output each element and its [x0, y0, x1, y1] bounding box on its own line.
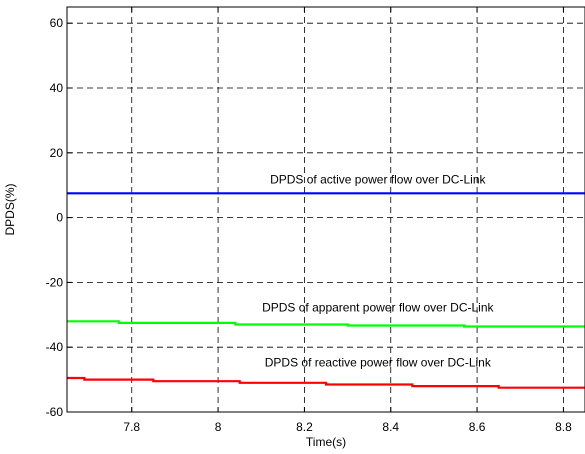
y-tick-label: -40 — [46, 340, 64, 354]
y-tick-label: 0 — [56, 211, 63, 225]
series-line-1 — [67, 320, 585, 328]
y-tick-label: 60 — [50, 16, 64, 30]
tick-layer: 7.8 8 8.2 8.4 8.6 8.8 -60 -40 -20 0 20 40 60 — [46, 7, 572, 434]
series-line-2 — [67, 376, 585, 389]
x-axis-label: Time(s) — [306, 435, 346, 449]
x-tick-label: 8 — [215, 420, 222, 434]
y-tick-label: -60 — [46, 405, 64, 419]
grid-layer — [67, 7, 585, 413]
y-tick-label: 40 — [50, 81, 64, 95]
annotation-2: DPDS of reactive power flow over DC-Link — [265, 356, 492, 370]
x-tick-label: 8.2 — [296, 420, 313, 434]
x-tick-label: 8.8 — [555, 420, 572, 434]
series-layer — [67, 192, 585, 389]
annotation-0: DPDS of active power flow over DC-Link — [270, 173, 486, 187]
y-tick-label: -20 — [46, 275, 64, 289]
x-tick-label: 8.6 — [469, 420, 486, 434]
annotation-layer: DPDS of active power flow over DC-Link DP… — [262, 173, 494, 370]
plot-frame — [66, 6, 585, 413]
y-tick-label: 20 — [50, 146, 64, 160]
y-axis-label: DPDS(%) — [3, 183, 17, 235]
annotation-1: DPDS of apparent power flow over DC-Link — [262, 301, 494, 315]
x-tick-label: 8.4 — [382, 420, 399, 434]
x-tick-label: 7.8 — [123, 420, 140, 434]
